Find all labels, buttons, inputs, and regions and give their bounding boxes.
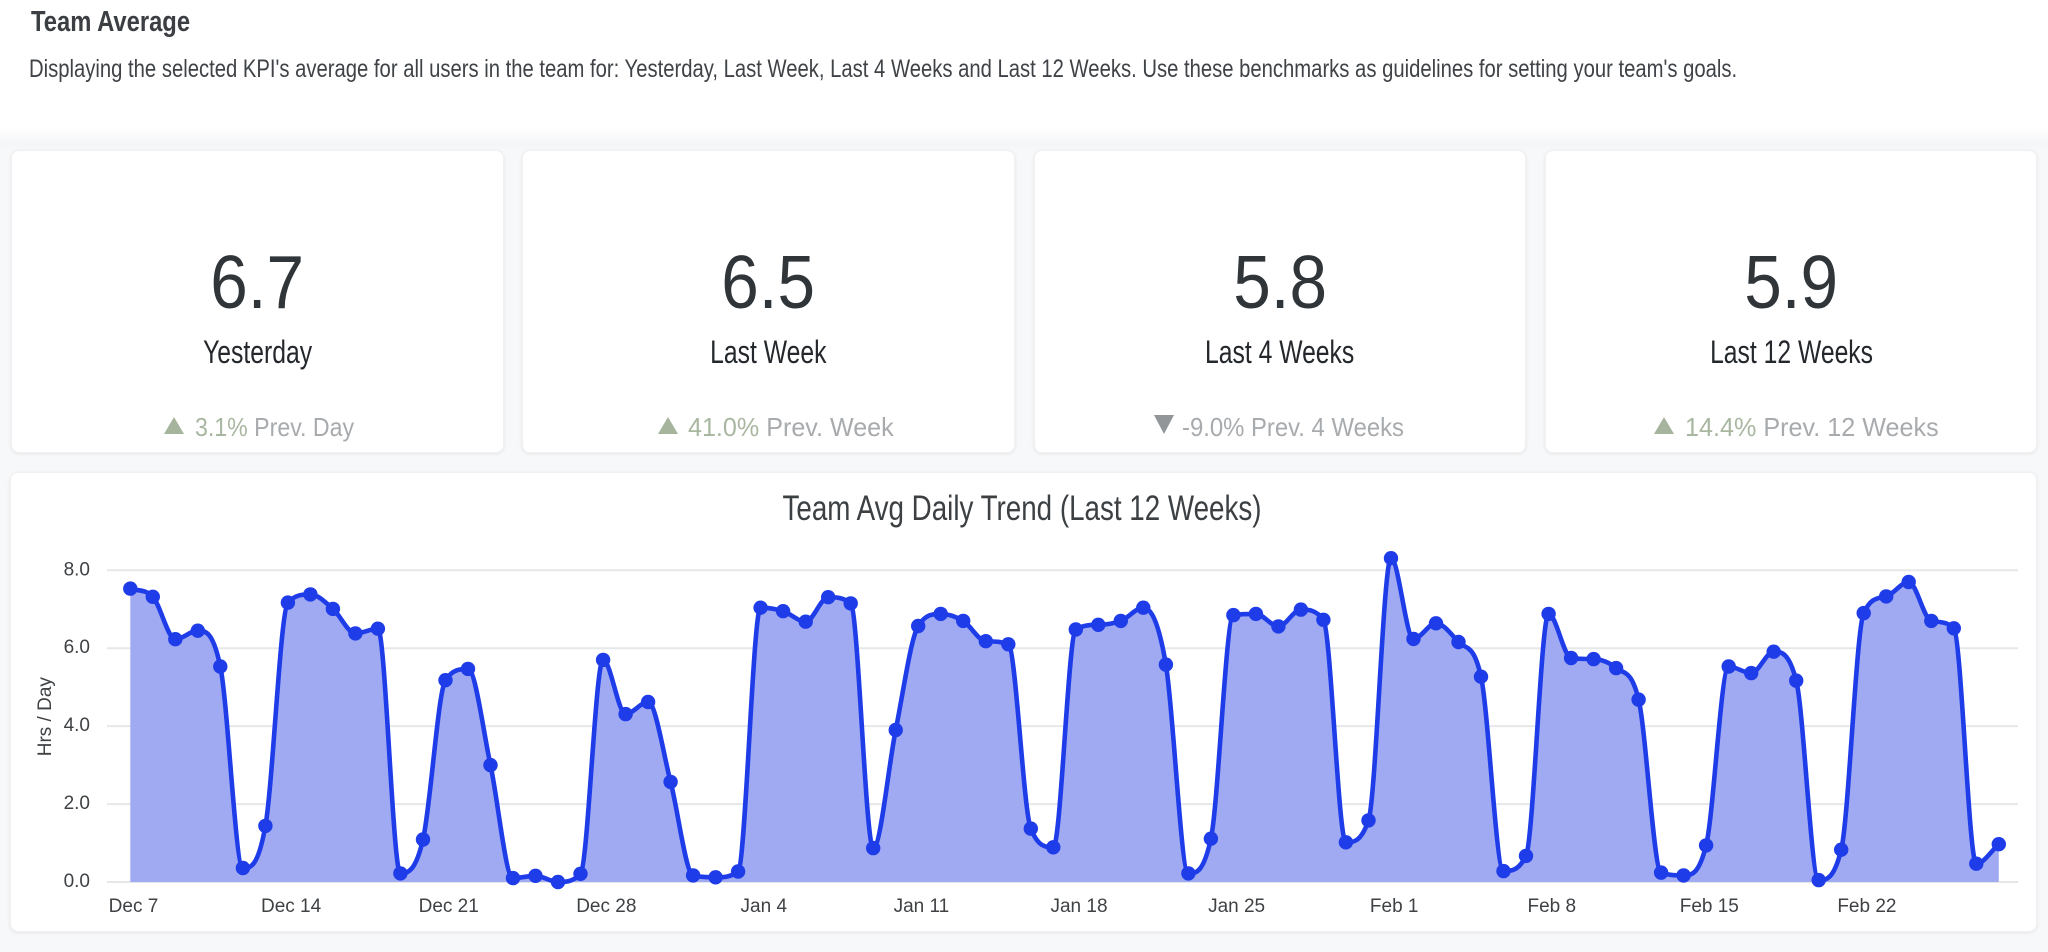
svg-text:Feb 22: Feb 22 bbox=[1837, 896, 1896, 917]
svg-text:Dec 21: Dec 21 bbox=[419, 896, 479, 917]
svg-text:Team Avg Daily Trend (Last 12: Team Avg Daily Trend (Last 12 Weeks) bbox=[783, 489, 1262, 528]
svg-text:Dec 14: Dec 14 bbox=[261, 896, 322, 917]
svg-text:0.0: 0.0 bbox=[64, 871, 90, 892]
svg-text:Hrs / Day: Hrs / Day bbox=[35, 677, 56, 757]
svg-text:Feb 8: Feb 8 bbox=[1528, 896, 1577, 917]
svg-text:2.0: 2.0 bbox=[64, 793, 90, 814]
svg-text:Feb 15: Feb 15 bbox=[1680, 896, 1739, 917]
svg-text:Jan 25: Jan 25 bbox=[1208, 896, 1265, 917]
svg-text:Dec 28: Dec 28 bbox=[576, 896, 636, 917]
svg-text:Dec 7: Dec 7 bbox=[109, 896, 159, 917]
svg-text:Jan 4: Jan 4 bbox=[741, 896, 788, 917]
svg-text:4.0: 4.0 bbox=[64, 715, 90, 736]
svg-text:8.0: 8.0 bbox=[64, 559, 90, 580]
svg-text:Jan 11: Jan 11 bbox=[894, 896, 950, 917]
svg-text:Jan 18: Jan 18 bbox=[1050, 896, 1107, 917]
svg-text:6.0: 6.0 bbox=[64, 637, 90, 658]
svg-text:Feb 1: Feb 1 bbox=[1370, 896, 1419, 917]
